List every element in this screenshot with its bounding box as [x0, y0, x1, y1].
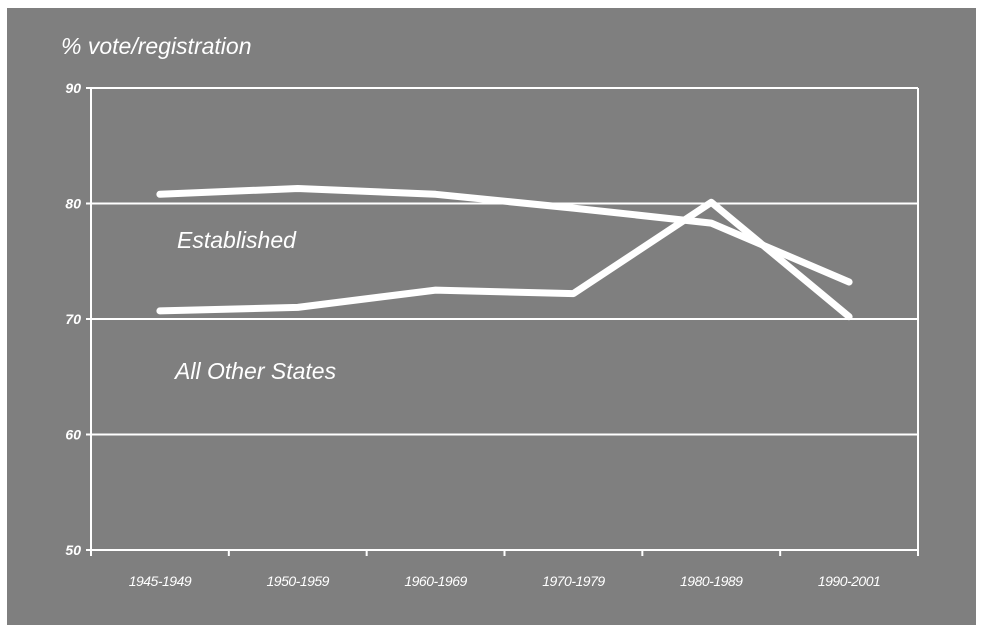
series-line-established [156, 185, 853, 286]
series-lines [156, 185, 853, 321]
x-tick-label: 1950-1959 [267, 573, 330, 589]
y-axis-title: % vote/registration [61, 33, 251, 59]
annotation-established: Established [177, 227, 297, 253]
x-tick-label: 1990-2001 [818, 573, 880, 589]
y-tick-label: 50 [65, 542, 81, 558]
series-line-all-other-states [156, 198, 853, 321]
x-tick-labels: 1945-1949 1950-1959 1960-1969 1970-1979 1980… [129, 573, 881, 589]
x-tick-label: 1980-1989 [680, 573, 743, 589]
y-tick-labels: 50 60 70 80 90 [65, 80, 81, 558]
y-tick-label: 70 [65, 311, 81, 327]
y-tick-label: 80 [65, 196, 81, 212]
annotation-all-other-states: All Other States [173, 358, 337, 384]
axes [86, 87, 919, 556]
x-tick-label: 1960-1969 [404, 573, 467, 589]
y-tick-label: 90 [65, 80, 81, 96]
y-tick-label: 60 [65, 427, 81, 443]
x-tick-label: 1945-1949 [129, 573, 192, 589]
chart: % vote/registration 50 60 70 80 90 1945-1949… [61, 33, 919, 589]
chart-panel: % vote/registration 50 60 70 80 90 1945-1949… [7, 8, 976, 625]
x-tick-label: 1970-1979 [542, 573, 605, 589]
